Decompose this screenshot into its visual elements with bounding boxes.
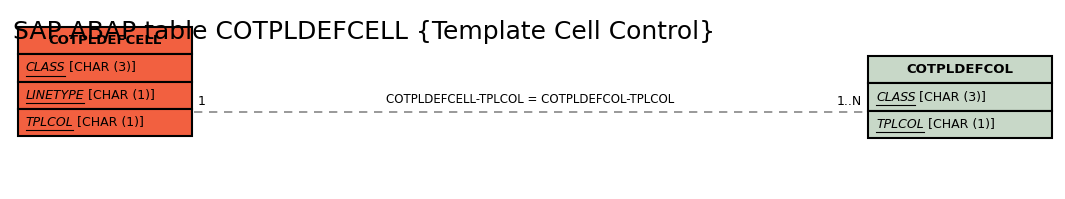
Text: [CHAR (1)]: [CHAR (1)] — [923, 118, 995, 131]
Text: COTPLDEFCELL: COTPLDEFCELL — [48, 34, 162, 47]
Bar — [18, 27, 192, 54]
Bar — [868, 83, 1052, 111]
Bar — [18, 82, 192, 109]
Bar — [18, 54, 192, 82]
Text: [CHAR (3)]: [CHAR (3)] — [65, 61, 136, 74]
Text: TPLCOL: TPLCOL — [26, 116, 73, 129]
Text: TPLCOL: TPLCOL — [876, 118, 924, 131]
Text: COTPLDEFCOL: COTPLDEFCOL — [906, 63, 1014, 76]
Text: [CHAR (1)]: [CHAR (1)] — [84, 89, 154, 102]
Text: COTPLDEFCELL-TPLCOL = COTPLDEFCOL-TPLCOL: COTPLDEFCELL-TPLCOL = COTPLDEFCOL-TPLCOL — [386, 93, 674, 106]
Text: [CHAR (3)]: [CHAR (3)] — [916, 91, 986, 103]
Text: CLASS: CLASS — [876, 91, 916, 103]
Bar — [18, 109, 192, 136]
Bar — [868, 111, 1052, 138]
Text: SAP ABAP table COTPLDEFCELL {Template Cell Control}: SAP ABAP table COTPLDEFCELL {Template Ce… — [13, 20, 715, 44]
Text: 1..N: 1..N — [837, 95, 863, 108]
Bar — [868, 56, 1052, 83]
Text: 1: 1 — [198, 95, 206, 108]
Text: [CHAR (1)]: [CHAR (1)] — [73, 116, 144, 129]
Text: CLASS: CLASS — [26, 61, 65, 74]
Text: LINETYPE: LINETYPE — [26, 89, 84, 102]
